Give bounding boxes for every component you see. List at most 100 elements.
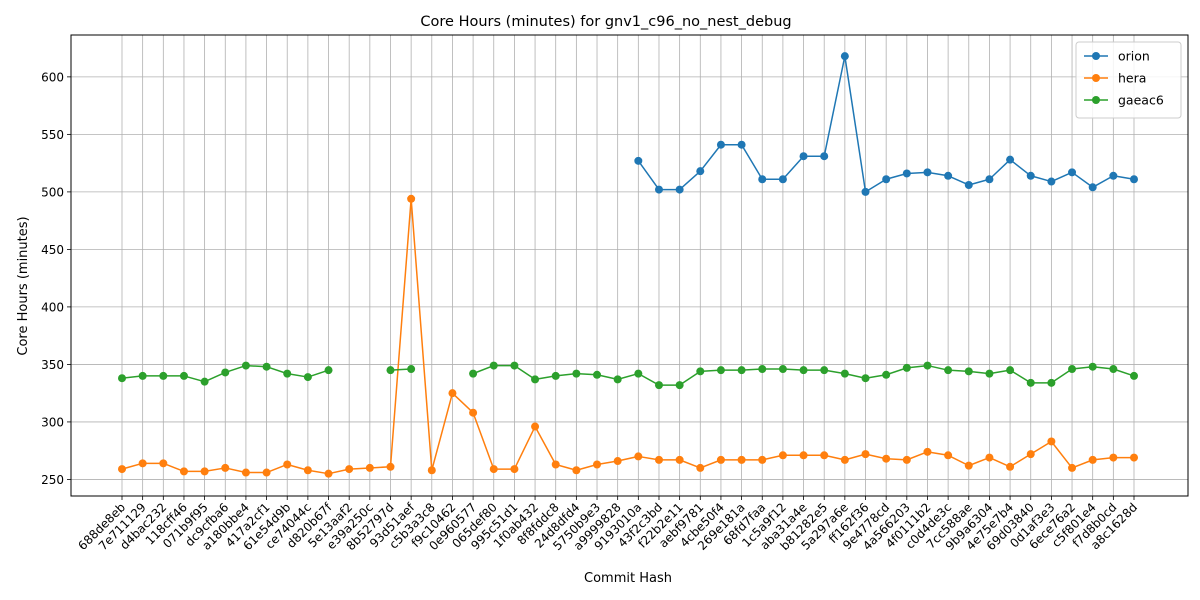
- data-point-orion: [985, 175, 994, 184]
- data-point-gaeac6: [386, 366, 395, 375]
- y-tick-label: 500: [41, 185, 64, 199]
- series-orion: [634, 52, 1138, 196]
- data-point-gaeac6: [138, 371, 147, 380]
- data-point-hera: [345, 465, 354, 474]
- data-point-hera: [902, 455, 911, 464]
- y-axis-label: Core Hours (minutes): [16, 216, 31, 355]
- data-point-gaeac6: [407, 365, 416, 374]
- data-point-hera: [551, 460, 560, 469]
- data-point-hera: [1047, 437, 1056, 446]
- data-point-hera: [758, 455, 767, 464]
- data-point-hera: [138, 459, 147, 468]
- plot-frame: [70, 34, 1189, 497]
- data-point-gaeac6: [241, 361, 250, 370]
- data-point-hera: [510, 465, 519, 474]
- data-point-hera: [985, 453, 994, 462]
- data-point-orion: [1026, 171, 1035, 180]
- data-point-gaeac6: [1130, 371, 1138, 380]
- y-tick-label: 550: [41, 128, 64, 142]
- data-point-hera: [778, 451, 787, 460]
- data-point-hera: [221, 463, 230, 472]
- data-point-orion: [654, 185, 663, 194]
- data-point-gaeac6: [324, 366, 333, 375]
- data-point-hera: [1130, 453, 1138, 462]
- data-point-hera: [882, 454, 891, 463]
- legend-marker-gaeac6: [1092, 96, 1100, 104]
- data-point-hera: [634, 452, 643, 461]
- data-point-gaeac6: [200, 377, 209, 386]
- data-point-hera: [923, 447, 932, 456]
- data-point-gaeac6: [716, 366, 725, 375]
- data-point-gaeac6: [820, 366, 829, 375]
- legend-label-orion: orion: [1118, 49, 1150, 64]
- data-point-gaeac6: [572, 369, 581, 378]
- y-tick-label: 450: [41, 243, 64, 257]
- series-gaeac6: [118, 361, 1138, 390]
- data-point-hera: [469, 408, 478, 417]
- data-point-gaeac6: [1068, 365, 1077, 374]
- data-point-gaeac6: [283, 369, 292, 378]
- data-point-hera: [407, 194, 416, 203]
- data-point-orion: [1047, 177, 1056, 186]
- data-point-gaeac6: [1006, 366, 1015, 375]
- y-tick-label: 300: [41, 415, 64, 429]
- data-point-hera: [386, 462, 395, 471]
- data-point-hera: [593, 460, 602, 469]
- data-point-gaeac6: [861, 374, 870, 383]
- data-point-orion: [840, 52, 849, 61]
- data-point-gaeac6: [118, 374, 126, 383]
- data-point-hera: [200, 467, 209, 476]
- data-point-hera: [675, 455, 684, 464]
- y-tick-label: 250: [41, 473, 64, 487]
- data-point-hera: [840, 455, 849, 464]
- data-point-gaeac6: [510, 361, 519, 370]
- y-axis: 250 300 350 400 450 500 550 600: [41, 70, 71, 487]
- data-point-orion: [944, 171, 953, 180]
- data-point-gaeac6: [634, 369, 643, 378]
- data-point-gaeac6: [303, 373, 312, 382]
- series-group: [118, 52, 1138, 478]
- legend-marker-orion: [1092, 52, 1100, 60]
- data-point-gaeac6: [531, 375, 540, 384]
- data-point-gaeac6: [179, 371, 188, 380]
- y-tick-label: 600: [41, 70, 64, 84]
- data-point-gaeac6: [262, 362, 271, 371]
- data-point-orion: [1068, 168, 1077, 177]
- legend: orion hera gaeac6: [1075, 41, 1182, 119]
- data-point-hera: [964, 461, 973, 470]
- data-point-gaeac6: [840, 369, 849, 378]
- data-point-hera: [283, 460, 292, 469]
- data-point-gaeac6: [469, 369, 478, 378]
- data-point-hera: [654, 455, 663, 464]
- legend-label-hera: hera: [1118, 71, 1146, 86]
- data-point-hera: [303, 466, 312, 475]
- data-point-hera: [241, 468, 250, 477]
- data-point-hera: [118, 465, 126, 474]
- data-point-gaeac6: [1109, 365, 1118, 374]
- data-point-orion: [737, 140, 746, 149]
- data-point-gaeac6: [778, 365, 787, 374]
- data-point-hera: [716, 455, 725, 464]
- data-point-gaeac6: [964, 367, 973, 376]
- series-hera: [118, 194, 1138, 478]
- data-point-orion: [1130, 175, 1138, 184]
- data-point-orion: [1006, 155, 1015, 164]
- data-point-hera: [1109, 453, 1118, 462]
- data-point-hera: [613, 457, 622, 466]
- data-point-hera: [427, 466, 436, 475]
- data-point-orion: [861, 187, 870, 196]
- data-point-hera: [1026, 450, 1035, 459]
- data-point-hera: [489, 465, 498, 474]
- data-point-orion: [923, 168, 932, 177]
- data-point-orion: [799, 152, 808, 161]
- data-point-hera: [696, 463, 705, 472]
- data-point-orion: [882, 175, 891, 184]
- series-line-hera: [121, 198, 1134, 475]
- data-point-gaeac6: [882, 370, 891, 379]
- legend-box: [1075, 41, 1182, 119]
- data-point-orion: [758, 175, 767, 184]
- data-point-gaeac6: [489, 361, 498, 370]
- data-point-hera: [159, 459, 168, 468]
- data-point-gaeac6: [902, 363, 911, 372]
- data-point-hera: [179, 467, 188, 476]
